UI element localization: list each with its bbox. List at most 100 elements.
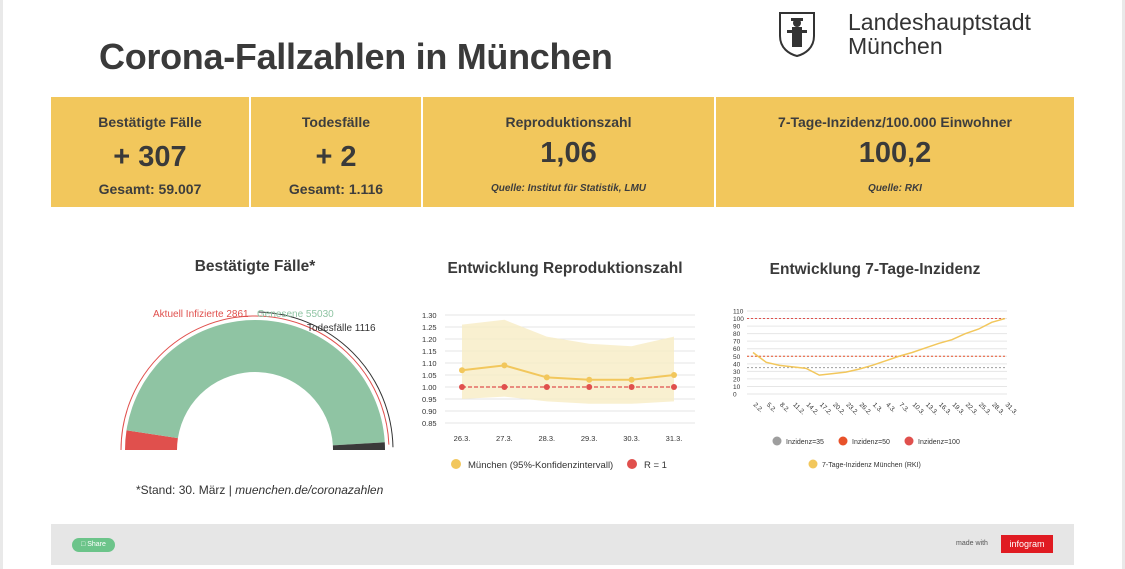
r-xtick-label: 29.3. <box>581 434 598 443</box>
r-ytick-label: 1.20 <box>422 335 437 344</box>
kpi-deaths: Todesfälle + 2 Gesamt: 1.116 <box>251 97 421 207</box>
r-series-point <box>628 376 635 383</box>
inc-legend-marker-35 <box>772 436 782 446</box>
kpi-label: Todesfälle <box>301 114 371 130</box>
infogram-logo[interactable]: infogram <box>1001 535 1053 553</box>
r-xtick-label: 27.3. <box>496 434 513 443</box>
r-legend-label-reference: R = 1 <box>644 460 667 471</box>
r-ytick-label: 1.30 <box>422 311 437 320</box>
r-ytick-label: 1.05 <box>422 371 437 380</box>
kpi-source: Quelle: RKI <box>868 183 922 194</box>
donut-slice-3 <box>332 442 385 450</box>
r-xtick-label: 28.3. <box>538 434 555 443</box>
inc-ytick-label: 80 <box>733 331 741 338</box>
inc-legend-marker-100 <box>904 436 914 446</box>
inc-xtick-label: 14.2. <box>805 401 820 416</box>
inc-xtick-label: 13.3. <box>924 401 939 416</box>
inc-legend-marker-50 <box>838 436 848 446</box>
made-with-text: made with <box>956 540 988 547</box>
inc-series-line <box>752 317 1006 376</box>
inc-xtick-label: 11.2. <box>791 401 806 416</box>
kpi-value: 100,2 <box>858 137 932 169</box>
r-ytick-label: 0.95 <box>422 395 437 404</box>
inc-legend-label-35: Inzidenz=35 <box>786 439 824 446</box>
r-xtick-label: 31.3. <box>666 434 683 443</box>
r-reference-point <box>459 384 465 390</box>
r-legend-marker-muenchen <box>451 459 461 469</box>
kpi-incidence: 7-Tage-Inzidenz/100.000 Einwohner 100,2 … <box>716 97 1074 207</box>
inc-ytick-label: 20 <box>733 376 741 383</box>
footer-bar: □ Share made with infogram <box>51 524 1074 565</box>
inc-ytick-label: 40 <box>733 361 741 368</box>
inc-ytick-label: 70 <box>733 339 741 346</box>
inc-xtick-label: 5.2. <box>765 401 778 414</box>
inc-legend-label-100: Inzidenz=100 <box>918 439 960 446</box>
kpi-reproduction: Reproduktionszahl 1,06 Quelle: Institut … <box>423 97 714 207</box>
kpi-value: 1,06 <box>540 137 597 169</box>
donut-slice-2 <box>126 319 385 446</box>
inc-xtick-label: 20.2. <box>831 401 846 416</box>
reproduction-line-chart: 1.30 1.25 1.20 1.15 1.10 1.05 1.00 0.95 0.90 0.85… <box>422 311 695 471</box>
r-series-point <box>459 367 465 374</box>
chart-title-reproduction: Entwicklung Reproduktionszahl <box>447 260 683 277</box>
donut-outline-infected <box>120 315 390 451</box>
page-title: Corona-Fallzahlen in München <box>99 36 613 77</box>
r-ytick-label: 1.00 <box>422 383 437 392</box>
inc-xtick-label: 23.2. <box>844 401 859 416</box>
chart-title-cases: Bestätigte Fälle* <box>194 258 316 275</box>
donut-outline-deaths <box>257 311 394 448</box>
kpi-panel: Bestätigte Fälle + 307 Gesamt: 59.007 To… <box>51 97 1074 207</box>
donut-slice-1 <box>125 430 178 450</box>
r-series-line <box>461 364 675 381</box>
inc-xtick-label: 31.3. <box>1004 401 1019 416</box>
inc-xtick-label: 16.3. <box>937 401 952 416</box>
share-label: Share <box>87 541 106 548</box>
kpi-total: Gesamt: 59.007 <box>98 181 202 197</box>
donut-label-infected: Aktuell Infizierte 2861 <box>153 309 249 320</box>
r-reference-point <box>628 384 635 390</box>
inc-ytick-label: 90 <box>733 324 741 331</box>
inc-xtick-label: 22.3. <box>964 401 979 416</box>
r-series-point <box>671 372 677 378</box>
footnote-link[interactable]: muenchen.de/coronazahlen <box>235 483 384 497</box>
inc-xtick-label: 8.2. <box>778 401 791 414</box>
r-legend-label-muenchen: München (95%-Konfidenzintervall) <box>468 460 613 471</box>
inc-xtick-label: 19.3. <box>951 401 966 416</box>
inc-legend-label-series: 7-Tage-Inzidenz München (RKI) <box>822 462 921 469</box>
inc-xtick-label: 26.2. <box>858 401 873 416</box>
kpi-value: + 307 <box>113 141 187 173</box>
inc-ytick-label: 110 <box>733 309 744 316</box>
inc-ytick-label: 10 <box>733 384 741 391</box>
inc-xtick-label: 2.2. <box>752 401 765 414</box>
r-reference-point <box>671 384 677 390</box>
share-button[interactable]: □ Share <box>72 538 115 552</box>
inc-ytick-label: 100 <box>733 316 744 323</box>
inc-ytick-label: 60 <box>733 346 741 353</box>
r-reference-point <box>586 384 593 390</box>
inc-ytick-label: 30 <box>733 369 741 376</box>
kpi-label: 7-Tage-Inzidenz/100.000 Einwohner <box>778 114 1012 130</box>
r-reference-point <box>501 384 508 390</box>
inc-legend-label-50: Inzidenz=50 <box>852 439 890 446</box>
kpi-source: Quelle: Institut für Statistik, LMU <box>490 183 646 194</box>
r-xtick-label: 30.3. <box>623 434 640 443</box>
kpi-total: Gesamt: 1.116 <box>288 181 384 197</box>
r-series-point <box>501 362 508 369</box>
r-reference-point <box>543 384 550 390</box>
r-ytick-label: 1.25 <box>422 323 437 332</box>
r-ytick-label: 0.85 <box>422 419 437 428</box>
footnote-text: *Stand: 30. März | <box>136 483 236 497</box>
inc-xtick-label: 1.3. <box>871 401 884 414</box>
city-line-1: Landeshauptstadt <box>848 9 1031 35</box>
r-confidence-band <box>462 319 674 404</box>
inc-legend-marker-series <box>808 459 818 469</box>
inc-ytick-label: 0 <box>733 392 737 399</box>
r-xtick-label: 26.3. <box>454 434 471 443</box>
kpi-confirmed: Bestätigte Fälle + 307 Gesamt: 59.007 <box>51 97 249 207</box>
city-line-2: München <box>848 33 943 59</box>
kpi-label: Bestätigte Fälle <box>98 114 202 130</box>
r-ytick-label: 1.15 <box>422 347 437 356</box>
inc-xtick-label: 25.3. <box>977 401 992 416</box>
